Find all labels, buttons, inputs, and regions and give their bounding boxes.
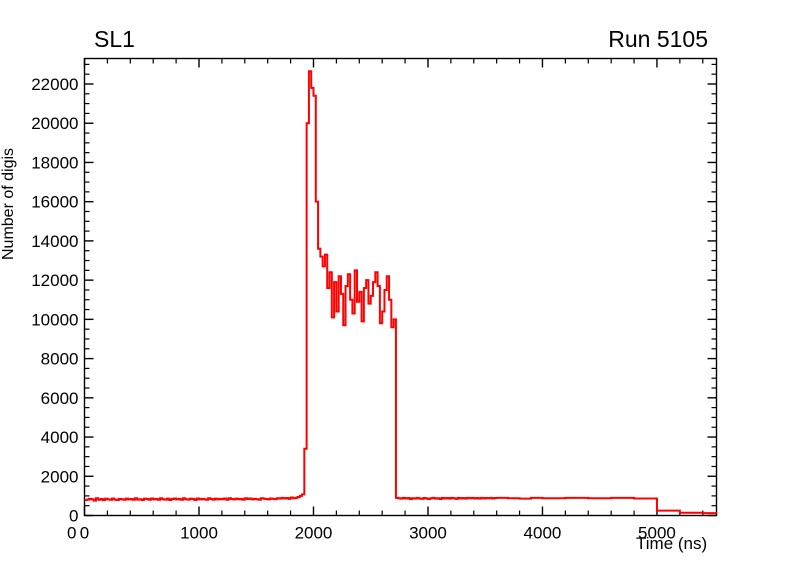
svg-text:22000: 22000 [31,75,78,94]
plot-frame [83,57,718,517]
svg-text:10000: 10000 [31,310,78,329]
svg-text:6000: 6000 [41,389,79,408]
x-axis-title: Time (ns) [636,534,708,553]
svg-text:5000: 5000 [638,524,676,543]
svg-text:0: 0 [67,524,76,543]
svg-text:4000: 4000 [41,428,79,447]
svg-text:16000: 16000 [31,193,78,212]
svg-text:4000: 4000 [524,524,562,543]
svg-text:8000: 8000 [41,350,79,369]
svg-text:0: 0 [69,507,78,526]
svg-text:2000: 2000 [41,467,79,486]
svg-text:3000: 3000 [409,524,447,543]
axis-ticks [83,58,717,517]
data-series-line [84,70,718,515]
plot-run-label: Run 5105 [608,26,708,52]
svg-text:14000: 14000 [31,232,78,251]
plot-title-sl1: SL1 [94,26,135,52]
axis-tick-labels: 0200040006000800010000120001400016000180… [31,75,676,543]
svg-text:12000: 12000 [31,271,78,290]
svg-text:20000: 20000 [31,114,78,133]
svg-text:0: 0 [80,524,89,543]
svg-text:2000: 2000 [295,524,333,543]
svg-text:1000: 1000 [180,524,218,543]
svg-text:18000: 18000 [31,153,78,172]
